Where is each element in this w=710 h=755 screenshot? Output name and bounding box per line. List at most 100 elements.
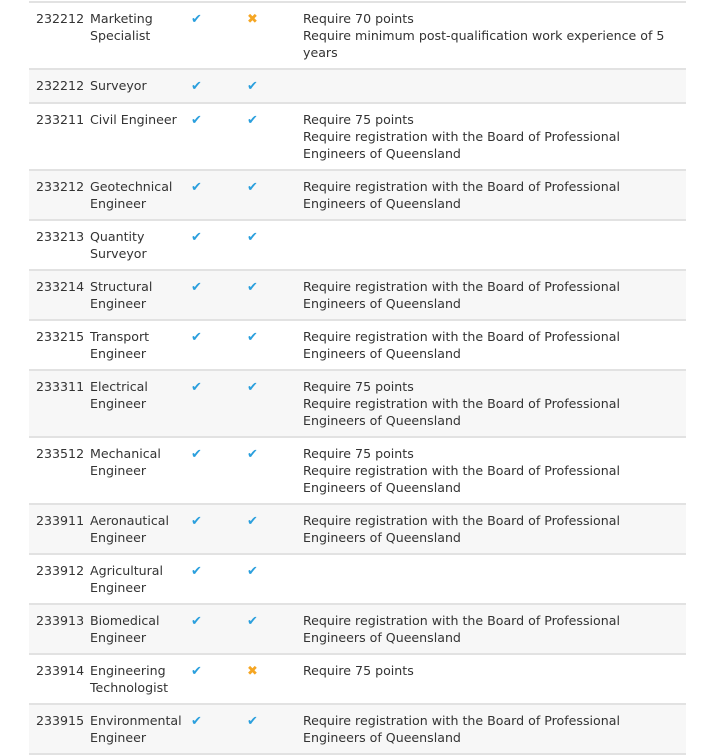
cross-icon: ✖ (247, 664, 258, 679)
check-icon: ✔ (247, 714, 258, 729)
status-cell-a: ✔ (184, 504, 240, 554)
status-cell-a: ✔ (184, 437, 240, 504)
status-cell-b: ✖ (240, 2, 296, 69)
check-icon: ✔ (191, 447, 202, 462)
notes-cell: Require registration with the Board of P… (296, 320, 686, 370)
status-cell-b: ✔ (240, 604, 296, 654)
note-line: Require 75 points (303, 379, 414, 394)
status-cell-a: ✔ (184, 654, 240, 704)
status-cell-b: ✔ (240, 270, 296, 320)
check-icon: ✔ (191, 230, 202, 245)
status-cell-b: ✔ (240, 69, 296, 103)
status-cell-b: ✔ (240, 320, 296, 370)
notes-cell: Require registration with the Board of P… (296, 504, 686, 554)
notes-cell: Require registration with the Board of P… (296, 704, 686, 754)
table-row: 233512 Mechanical Engineer ✔ ✔ Require 75 po… (29, 437, 686, 504)
occupation-code: 233215 (36, 329, 85, 344)
status-cell-a: ✔ (184, 554, 240, 604)
note-line: Require registration with the Board of P… (303, 613, 620, 645)
note-line: Require 75 points (303, 663, 414, 678)
table-row: 233311 Electrical Engineer ✔ ✔ Require 75 po… (29, 370, 686, 437)
check-icon: ✔ (191, 280, 202, 295)
check-icon: ✔ (247, 447, 258, 462)
table-row: 233914 Engineering Technologist ✔ ✖ Require … (29, 654, 686, 704)
status-cell-b: ✔ (240, 103, 296, 170)
check-icon: ✔ (247, 330, 258, 345)
check-icon: ✔ (247, 79, 258, 94)
occupation-code: 233512 (36, 446, 85, 461)
occupation-code: 233214 (36, 279, 85, 294)
table-row: 233213 Quantity Surveyor ✔ ✔ (29, 220, 686, 270)
occupation-name: Mechanical Engineer (90, 446, 161, 478)
occupation-table-body: 232212 Marketing Specialist ✔ ✖ Require 70 p… (29, 2, 686, 754)
check-icon: ✔ (191, 113, 202, 128)
occupation-name: Transport Engineer (90, 329, 150, 361)
check-icon: ✔ (191, 380, 202, 395)
notes-cell: Require 75 points (296, 654, 686, 704)
status-cell-a: ✔ (184, 604, 240, 654)
note-line: Require registration with the Board of P… (303, 463, 620, 495)
occupation-code: 233213 (36, 229, 85, 244)
occupation-code: 232212 (36, 11, 85, 26)
occupation-code: 233914 (36, 663, 85, 678)
table-row: 233915 Environmental Engineer ✔ ✔ Require re… (29, 704, 686, 754)
check-icon: ✔ (247, 380, 258, 395)
check-icon: ✔ (191, 330, 202, 345)
check-icon: ✔ (247, 180, 258, 195)
table-row: 232212 Marketing Specialist ✔ ✖ Require 70 p… (29, 2, 686, 69)
notes-cell (296, 554, 686, 604)
status-cell-b: ✔ (240, 437, 296, 504)
status-cell-a: ✔ (184, 103, 240, 170)
note-line: Require minimum post-qualification work … (303, 28, 665, 60)
table-row: 233912 Agricultural Engineer ✔ ✔ (29, 554, 686, 604)
status-cell-b: ✔ (240, 704, 296, 754)
status-cell-b: ✔ (240, 370, 296, 437)
status-cell-a: ✔ (184, 320, 240, 370)
occupation-name: Marketing Specialist (90, 11, 153, 43)
occupation-name: Agricultural Engineer (90, 563, 164, 595)
notes-cell: Require registration with the Board of P… (296, 170, 686, 220)
occupation-code: 232212 (36, 78, 85, 93)
check-icon: ✔ (247, 564, 258, 579)
table-row: 233211 Civil Engineer ✔ ✔ Require 75 points R… (29, 103, 686, 170)
table-row: 233911 Aeronautical Engineer ✔ ✔ Require reg… (29, 504, 686, 554)
notes-cell (296, 220, 686, 270)
note-line: Require registration with the Board of P… (303, 713, 620, 745)
table-row: 232212 Surveyor ✔ ✔ (29, 69, 686, 103)
status-cell-a: ✔ (184, 69, 240, 103)
occupation-code: 233915 (36, 713, 85, 728)
notes-cell: Require 75 points Require registration wi… (296, 370, 686, 437)
status-cell-b: ✔ (240, 220, 296, 270)
status-cell-b: ✔ (240, 504, 296, 554)
occupation-name: Biomedical Engineer (90, 613, 160, 645)
occupation-name: Engineering Technologist (90, 663, 169, 695)
check-icon: ✔ (247, 230, 258, 245)
status-cell-a: ✔ (184, 370, 240, 437)
occupation-name: Civil Engineer (90, 112, 177, 127)
status-cell-a: ✔ (184, 704, 240, 754)
cross-icon: ✖ (247, 12, 258, 27)
table-row: 233913 Biomedical Engineer ✔ ✔ Require regis… (29, 604, 686, 654)
check-icon: ✔ (191, 79, 202, 94)
occupation-code: 233912 (36, 563, 85, 578)
notes-cell: Require 70 points Require minimum post-qu… (296, 2, 686, 69)
occupation-code: 233212 (36, 179, 85, 194)
status-cell-a: ✔ (184, 220, 240, 270)
table-row: 233212 Geotechnical Engineer ✔ ✔ Require reg… (29, 170, 686, 220)
occupation-name: Aeronautical Engineer (90, 513, 170, 545)
occupation-name: Electrical Engineer (90, 379, 148, 411)
check-icon: ✔ (247, 514, 258, 529)
status-cell-a: ✔ (184, 2, 240, 69)
status-cell-b: ✔ (240, 554, 296, 604)
occupation-table: 232212 Marketing Specialist ✔ ✖ Require 70 p… (29, 1, 686, 755)
status-cell-b: ✖ (240, 654, 296, 704)
occupation-code: 233911 (36, 513, 85, 528)
occupation-name: Structural Engineer (90, 279, 153, 311)
check-icon: ✔ (247, 614, 258, 629)
notes-cell: Require 75 points Require registration wi… (296, 103, 686, 170)
note-line: Require 70 points (303, 11, 414, 26)
status-cell-b: ✔ (240, 170, 296, 220)
occupation-name: Geotechnical Engineer (90, 179, 173, 211)
occupation-name: Surveyor (90, 78, 147, 93)
note-line: Require registration with the Board of P… (303, 179, 620, 211)
